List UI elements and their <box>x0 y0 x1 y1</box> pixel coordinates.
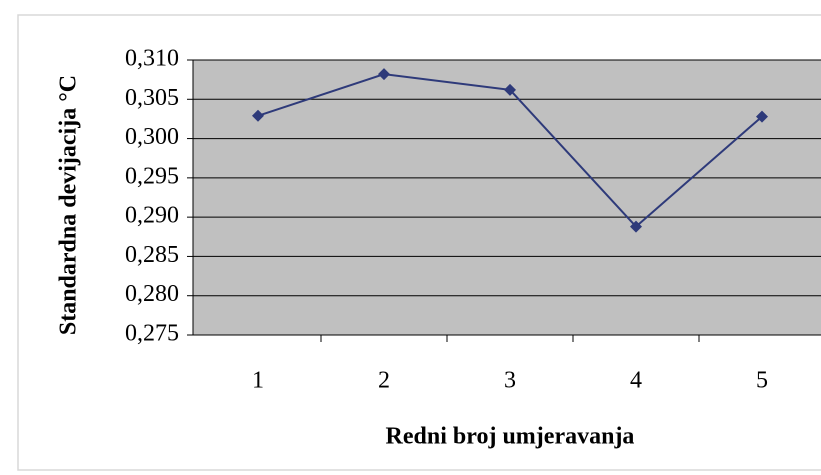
y-axis-title: Standardna devijacija °C <box>56 75 82 335</box>
plot-area <box>193 60 821 335</box>
x-tick-label: 5 <box>756 368 768 394</box>
y-tick-label: 0,310 <box>125 46 179 72</box>
y-tick-label: 0,295 <box>125 163 179 189</box>
x-tick-label: 1 <box>252 368 264 394</box>
y-tick-label: 0,290 <box>125 203 179 229</box>
y-tick-label: 0,300 <box>125 124 179 150</box>
data-point <box>378 68 390 81</box>
y-tick-label: 0,280 <box>125 281 179 307</box>
x-tick-label: 4 <box>630 368 642 394</box>
x-tick-label: 3 <box>504 368 516 394</box>
data-point <box>756 110 768 123</box>
data-point <box>252 109 264 122</box>
y-tick-label: 0,305 <box>125 85 179 111</box>
y-tick-label: 0,275 <box>125 321 179 347</box>
y-tick-label: 0,285 <box>125 242 179 268</box>
x-axis-title: Redni broj umjeravanja <box>386 424 635 450</box>
data-point <box>504 83 516 96</box>
x-tick-label: 2 <box>378 368 390 394</box>
data-point <box>630 220 642 233</box>
